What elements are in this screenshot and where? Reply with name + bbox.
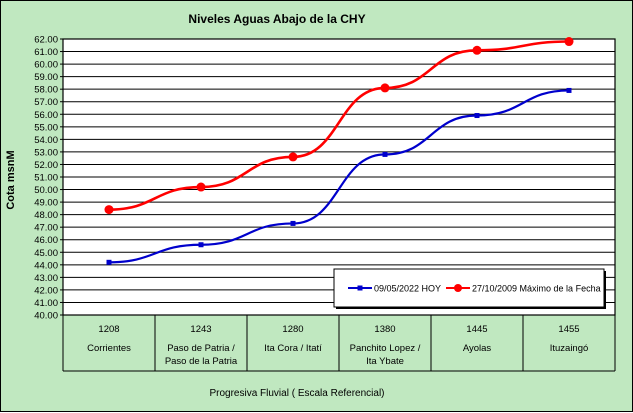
data-point <box>472 45 482 55</box>
series-line <box>108 40 570 211</box>
legend-label: 27/10/2009 Máximo de la Fecha <box>472 284 601 294</box>
legend-marker <box>454 284 462 292</box>
y-axis-label: Cota msnM <box>5 150 17 209</box>
y-tick-label: 51.00 <box>34 173 58 184</box>
category-name-label: Ayolas <box>463 343 492 354</box>
x-tick-label: 1380 <box>374 324 395 335</box>
data-point <box>104 205 114 215</box>
y-tick-label: 48.00 <box>34 210 58 221</box>
category-name-label: Panchito Lopez / <box>350 343 421 354</box>
y-tick-label: 40.00 <box>34 311 58 322</box>
y-tick-label: 58.00 <box>34 85 58 96</box>
x-axis-label: Progresiva Fluvial ( Escala Referencial) <box>209 388 384 399</box>
data-point <box>566 87 572 93</box>
y-tick-label: 53.00 <box>34 147 58 158</box>
data-point <box>196 182 206 192</box>
chart-title: Niveles Aguas Abajo de la CHY <box>188 12 365 26</box>
y-tick-label: 43.00 <box>34 273 58 284</box>
legend-label: 09/05/2022 HOY <box>374 284 441 294</box>
y-tick-label: 42.00 <box>34 285 58 296</box>
y-tick-label: 41.00 <box>34 298 58 309</box>
y-tick-label: 61.00 <box>34 47 58 58</box>
y-tick-label: 60.00 <box>34 60 58 71</box>
y-tick-label: 49.00 <box>34 198 58 209</box>
category-name-label: Ita Cora / Itatí <box>264 343 322 354</box>
data-point <box>382 151 388 157</box>
category-name-label: Paso de Patria / <box>167 343 235 354</box>
x-tick-label: 1243 <box>190 324 211 335</box>
category-name-label: Ita Ybate <box>366 356 404 367</box>
category-name-label: Corrientes <box>87 343 131 354</box>
y-tick-label: 56.00 <box>34 110 58 121</box>
data-point <box>288 152 298 162</box>
y-tick-label: 50.00 <box>34 185 58 196</box>
x-tick-label: 1445 <box>466 324 487 335</box>
y-tick-label: 52.00 <box>34 160 58 171</box>
y-tick-label: 45.00 <box>34 248 58 259</box>
data-point <box>290 220 296 226</box>
series-line <box>108 89 570 264</box>
category-name-label: Paso de la Patria <box>165 356 238 367</box>
x-tick-label: 1280 <box>282 324 303 335</box>
y-tick-label: 47.00 <box>34 223 58 234</box>
category-name-label: Ituzaingó <box>550 343 589 354</box>
legend: 09/05/2022 HOY 27/10/2009 Máximo de la Fe… <box>333 268 606 309</box>
data-point <box>474 113 480 119</box>
y-tick-label: 55.00 <box>34 122 58 133</box>
y-tick-label: 46.00 <box>34 235 58 246</box>
y-tick-label: 44.00 <box>34 260 58 271</box>
legend-marker <box>357 285 363 291</box>
x-tick-label: 1208 <box>98 324 119 335</box>
y-tick-label: 54.00 <box>34 135 58 146</box>
y-tick-label: 57.00 <box>34 97 58 108</box>
y-tick-label: 59.00 <box>34 72 58 83</box>
data-point <box>564 37 574 47</box>
data-point <box>380 83 390 93</box>
x-tick-label: 1455 <box>558 324 579 335</box>
data-point <box>106 259 112 265</box>
data-point <box>198 242 204 248</box>
y-tick-label: 62.00 <box>34 35 58 46</box>
